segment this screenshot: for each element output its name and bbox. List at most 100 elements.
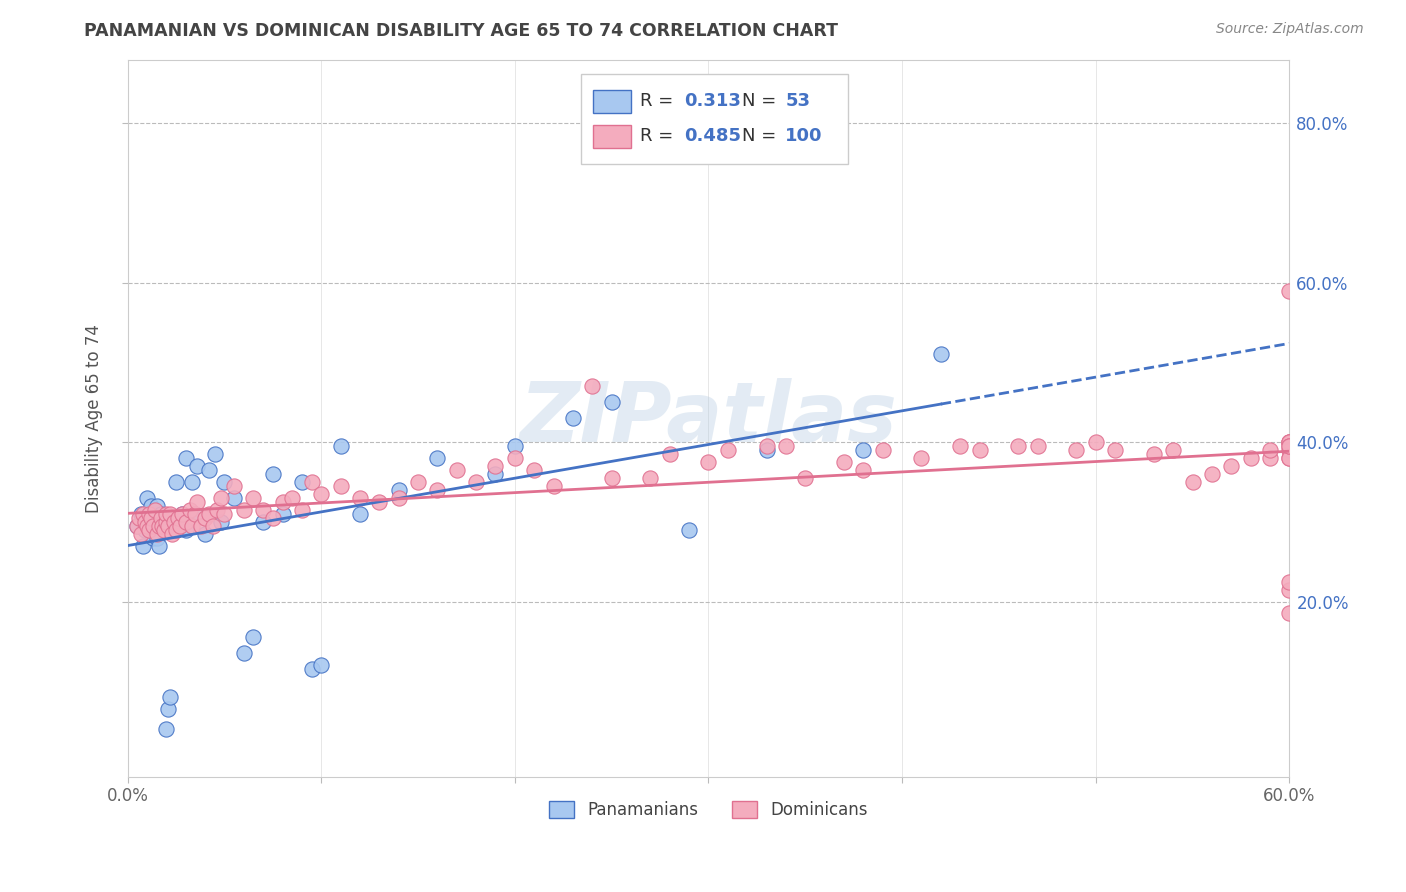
Point — [1278, 582, 1301, 597]
Point — [271, 495, 294, 509]
Point — [309, 658, 332, 673]
Point — [426, 451, 449, 466]
Point — [159, 690, 181, 705]
FancyBboxPatch shape — [581, 74, 848, 163]
Point — [1278, 284, 1301, 298]
Point — [186, 495, 208, 509]
Point — [134, 523, 156, 537]
FancyBboxPatch shape — [593, 90, 631, 112]
Text: R =: R = — [640, 92, 679, 111]
Point — [562, 411, 585, 425]
Point — [204, 447, 226, 461]
Point — [406, 475, 429, 489]
Point — [139, 515, 162, 529]
Point — [1201, 467, 1223, 481]
Point — [426, 483, 449, 497]
Point — [349, 491, 371, 505]
Point — [329, 439, 352, 453]
Point — [209, 515, 232, 529]
Point — [1007, 439, 1029, 453]
Point — [180, 518, 202, 533]
Point — [165, 475, 187, 489]
Point — [180, 475, 202, 489]
Point — [329, 479, 352, 493]
Text: 100: 100 — [785, 128, 823, 145]
Point — [170, 507, 193, 521]
Point — [132, 539, 155, 553]
Point — [252, 515, 274, 529]
Point — [198, 507, 221, 521]
Text: N =: N = — [742, 92, 782, 111]
Point — [157, 518, 180, 533]
Point — [600, 471, 623, 485]
Point — [214, 507, 236, 521]
Point — [145, 526, 167, 541]
Point — [1084, 435, 1107, 450]
Point — [157, 702, 180, 716]
Point — [1278, 435, 1301, 450]
Point — [129, 526, 152, 541]
Point — [209, 491, 232, 505]
Point — [291, 503, 314, 517]
FancyBboxPatch shape — [593, 125, 631, 148]
Point — [139, 499, 162, 513]
Point — [155, 507, 177, 521]
Point — [640, 471, 662, 485]
Point — [1278, 439, 1301, 453]
Point — [186, 458, 208, 473]
Point — [127, 518, 149, 533]
Point — [128, 511, 150, 525]
Point — [165, 523, 187, 537]
Point — [138, 523, 160, 537]
Point — [872, 443, 894, 458]
Y-axis label: Disability Age 65 to 74: Disability Age 65 to 74 — [86, 324, 103, 513]
Point — [232, 646, 254, 660]
Point — [132, 507, 155, 521]
Point — [143, 503, 166, 517]
Point — [1258, 443, 1281, 458]
Point — [174, 523, 197, 537]
Point — [929, 347, 952, 361]
Point — [163, 515, 186, 529]
Point — [214, 475, 236, 489]
Point — [153, 523, 176, 537]
Point — [136, 515, 159, 529]
Point — [262, 511, 284, 525]
Point — [969, 443, 991, 458]
Point — [1066, 443, 1088, 458]
Point — [148, 539, 170, 553]
Point — [465, 475, 488, 489]
Text: R =: R = — [640, 128, 679, 145]
Point — [1161, 443, 1184, 458]
Point — [678, 523, 700, 537]
Point — [184, 507, 207, 521]
Point — [446, 463, 468, 477]
Point — [1181, 475, 1204, 489]
Point — [368, 495, 391, 509]
Point — [1278, 435, 1301, 450]
Point — [242, 631, 264, 645]
Point — [224, 491, 246, 505]
Point — [205, 503, 228, 517]
Point — [129, 507, 152, 521]
Point — [755, 439, 778, 453]
Text: Source: ZipAtlas.com: Source: ZipAtlas.com — [1216, 22, 1364, 37]
Text: 0.313: 0.313 — [685, 92, 741, 111]
Point — [388, 491, 411, 505]
Point — [949, 439, 972, 453]
Point — [717, 443, 740, 458]
Point — [138, 507, 160, 521]
Point — [581, 379, 603, 393]
Point — [658, 447, 681, 461]
Point — [127, 518, 149, 533]
Point — [1104, 443, 1126, 458]
Point — [139, 511, 162, 525]
Point — [138, 523, 160, 537]
Point — [152, 515, 174, 529]
Point — [1278, 435, 1301, 450]
Point — [155, 515, 177, 529]
Legend: Panamanians, Dominicans: Panamanians, Dominicans — [543, 795, 875, 826]
Point — [1240, 451, 1263, 466]
Point — [1026, 439, 1049, 453]
Point — [794, 471, 817, 485]
